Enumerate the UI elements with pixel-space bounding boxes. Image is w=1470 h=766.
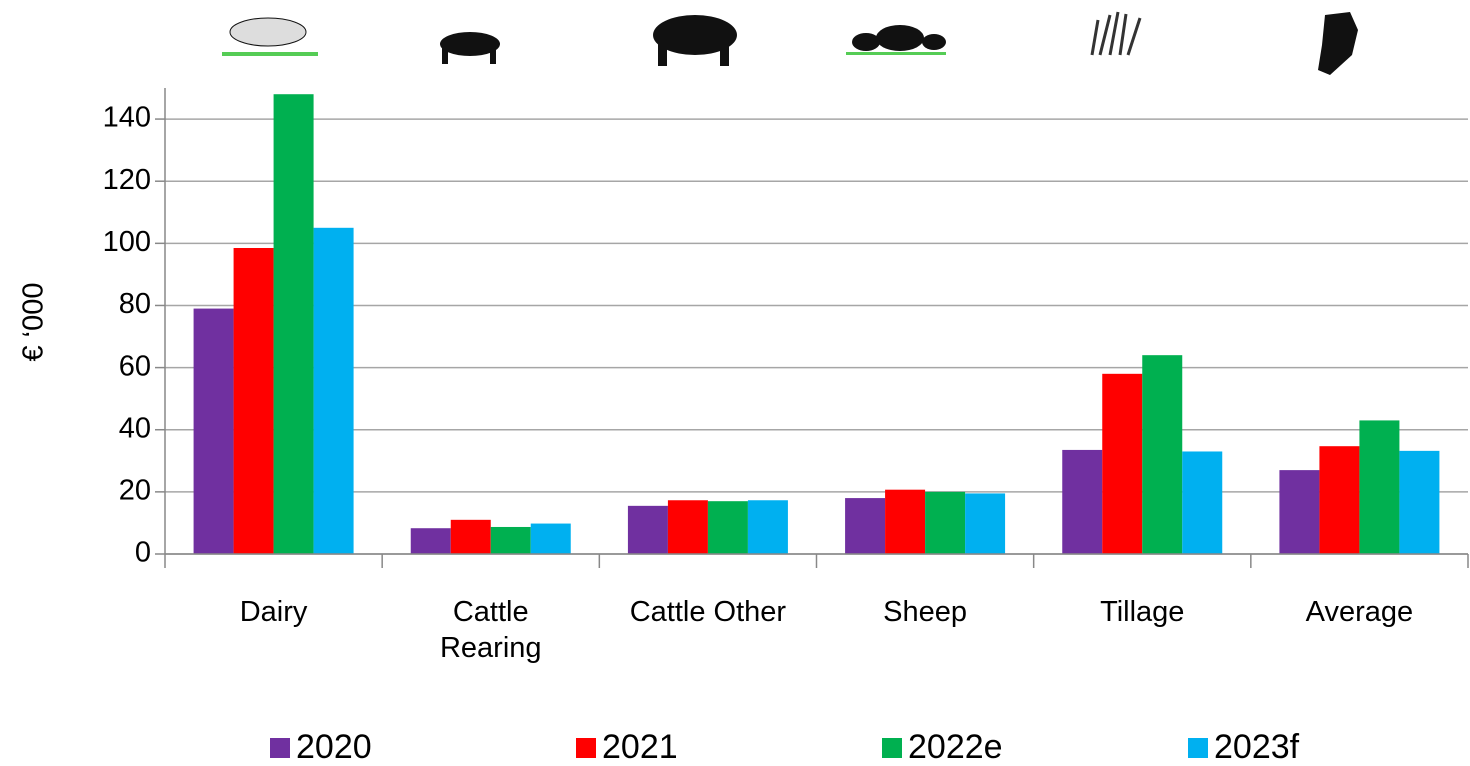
- y-tick-label: 40: [119, 412, 151, 444]
- bar: [530, 523, 571, 554]
- y-tick-label: 100: [103, 226, 151, 258]
- x-tick-label: Cattle Other: [629, 596, 787, 628]
- bar: [1062, 449, 1103, 554]
- legend-swatch: [1188, 738, 1208, 758]
- legend-label: 2020: [296, 728, 372, 766]
- bar: [450, 519, 491, 554]
- bar: [1399, 450, 1440, 554]
- x-tick-label: Tillage: [1100, 596, 1185, 628]
- bar: [1102, 373, 1143, 554]
- bar: [490, 526, 531, 554]
- x-tick-label: Sheep: [883, 596, 967, 628]
- bar: [233, 247, 274, 554]
- icons: [222, 11, 1358, 75]
- bar: [925, 491, 966, 554]
- y-tick-label: 20: [119, 475, 151, 507]
- bar: [747, 500, 788, 554]
- x-tick-label: Dairy: [239, 596, 308, 628]
- y-tick-label: 80: [119, 288, 151, 320]
- bar: [1359, 420, 1400, 554]
- bar: [667, 500, 708, 554]
- bar: [965, 493, 1006, 554]
- bar: [1182, 451, 1223, 554]
- bar: [627, 505, 668, 554]
- bar: [1319, 446, 1360, 554]
- bar: [1142, 355, 1183, 554]
- x-tick-label: Average: [1305, 596, 1414, 628]
- bar: [1279, 470, 1320, 554]
- y-tick-label: 140: [103, 102, 151, 134]
- legend-swatch: [576, 738, 596, 758]
- bar: [885, 489, 926, 554]
- legend-swatch: [270, 738, 290, 758]
- bar: [193, 308, 234, 554]
- legend-label: 2021: [602, 728, 678, 766]
- legend-swatch: [882, 738, 902, 758]
- legend-label: 2023f: [1214, 728, 1300, 766]
- legend-label: 2022e: [908, 728, 1003, 766]
- bar: [313, 227, 354, 555]
- y-axis-label: € ‘000: [18, 282, 50, 361]
- x-tick-label: Cattle Rearing: [439, 596, 542, 664]
- bar: [410, 528, 451, 554]
- bar: [707, 501, 748, 554]
- y-tick-label: 0: [135, 537, 151, 569]
- y-tick-label: 120: [103, 164, 151, 196]
- y-tick-label: 60: [119, 350, 151, 382]
- bar: [273, 94, 314, 555]
- bar: [845, 498, 886, 554]
